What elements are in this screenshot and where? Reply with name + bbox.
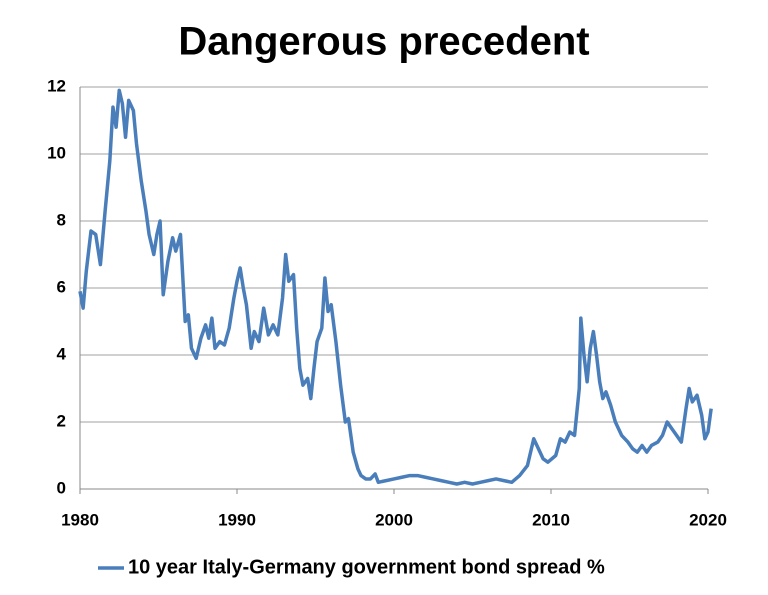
- x-tick-label: 1980: [61, 510, 99, 529]
- chart-title: Dangerous precedent: [178, 20, 589, 64]
- data-line: [78, 88, 713, 486]
- y-tick-label: 0: [57, 478, 66, 497]
- x-tick-label: 2010: [532, 510, 570, 529]
- y-tick-label: 12: [47, 76, 66, 95]
- y-tick-label: 2: [57, 411, 66, 430]
- x-tick-label: 1990: [218, 510, 256, 529]
- x-tick-label: 2020: [689, 510, 727, 529]
- x-tick-label: 2000: [375, 510, 413, 529]
- y-tick-label: 6: [57, 277, 66, 296]
- y-tick-label: 10: [47, 143, 66, 162]
- y-tick-label: 4: [57, 344, 67, 363]
- legend-label: 10 year Italy-Germany government bond sp…: [128, 556, 605, 578]
- y-tick-label: 8: [57, 210, 66, 229]
